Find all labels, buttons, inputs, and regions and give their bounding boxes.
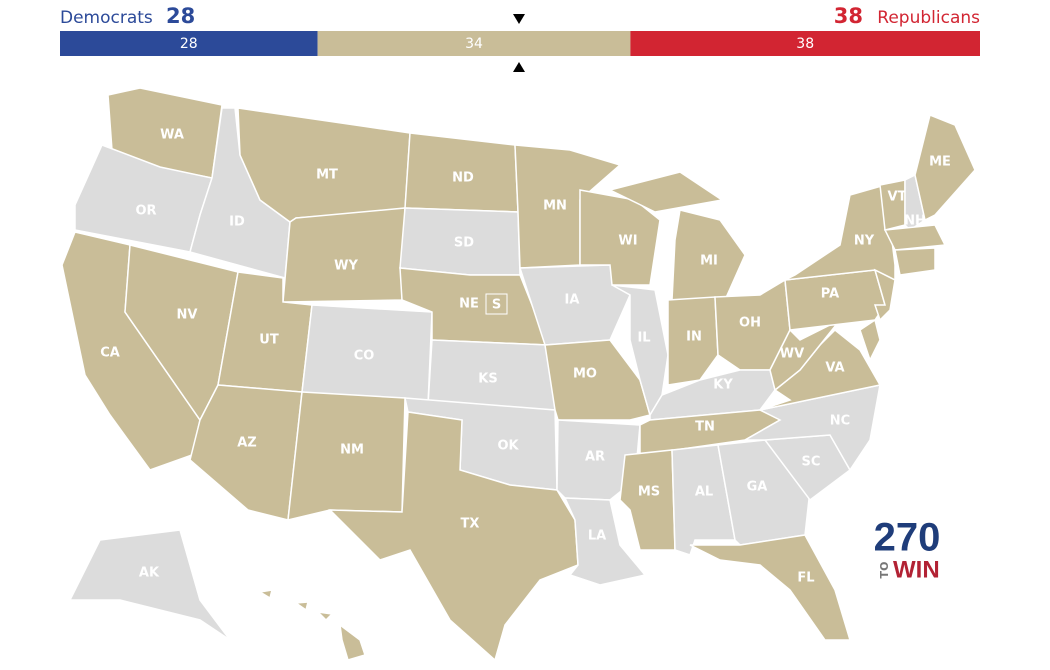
midpoint-arrow [513,62,525,72]
state-label: OK [497,439,519,454]
state-label: NC [830,414,850,429]
state-label: VT [888,190,907,205]
state [619,449,676,551]
special-marker: S [492,298,501,313]
logo-word: WIN [893,556,940,583]
state-label: MT [316,168,338,183]
state [879,179,906,231]
state [689,534,852,641]
state-label: KY [713,378,733,393]
state-label: AZ [237,436,257,451]
state [328,411,579,662]
bar-segment [317,31,631,56]
state [883,224,947,251]
rep-count: 38 [834,4,863,28]
state [873,268,896,322]
state-label: UT [259,333,279,348]
state-label: VA [825,361,844,376]
state-label: WV [780,347,804,362]
state-label: SC [802,455,821,470]
special-marker-box [485,293,508,315]
state-label: ME [929,155,951,170]
state [904,173,926,231]
state-label: AL [695,485,713,500]
state-label: FL [797,571,814,586]
logo: 270 TO WIN [874,516,941,584]
state-label: GA [747,480,768,495]
state-label: TN [695,420,715,435]
state-label: WI [618,234,637,249]
bar-segment-label: 28 [180,36,198,52]
state [189,384,303,521]
state-label: TX [461,517,480,532]
state-label: ID [229,215,245,230]
bar-segment-label: 34 [465,36,483,52]
state-label: NH [904,214,926,229]
logo-small: TO [878,562,891,579]
state-label: MI [700,254,718,269]
us-map: WA OR CA ID NV MT WY UT AZ CO NM ND SD NE KS OK TX MN IA MO… [61,87,976,662]
state-label: MO [573,367,597,382]
state [282,207,406,303]
state-label: WY [334,259,358,274]
state-label: MS [638,485,660,500]
state-label: KS [478,372,497,387]
state-label: LA [588,529,606,544]
state [68,529,231,641]
state [544,339,651,421]
state [894,247,936,276]
state-label: CA [100,346,120,361]
bar-segment-label: 38 [796,36,814,52]
state-label: OR [135,204,156,219]
state [257,589,366,661]
state-label: CO [354,349,375,364]
state-label: OH [739,316,761,331]
state-label: IN [686,330,702,345]
midpoint-arrow [513,14,525,24]
dem-label: Democrats [60,8,153,28]
dem-count: 28 [166,4,195,28]
state-label: HI [314,641,330,656]
state-label: SD [454,236,474,251]
state-label: IL [637,331,650,346]
state-label: PA [821,287,839,302]
state-label: ND [452,171,474,186]
state [859,318,881,362]
state-label: WA [160,128,184,143]
rep-label: Republicans [877,8,980,28]
state-label: MN [543,199,567,214]
state [769,319,841,392]
state-label: NE [459,297,479,312]
seat-bar: 28 34 38 [60,31,980,56]
state-label: NV [177,308,198,323]
state [914,113,976,222]
bar-segment [60,31,318,56]
state-label: NY [854,234,875,249]
state [784,184,896,282]
bar-segment [630,31,980,56]
state-label: NM [340,443,364,458]
logo-number: 270 [874,516,941,560]
state-label: AR [585,450,605,465]
state-label: AK [139,566,160,581]
state [563,497,647,586]
state-label: IA [565,293,580,308]
